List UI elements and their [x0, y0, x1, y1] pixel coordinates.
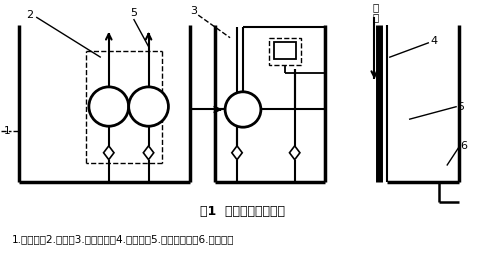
Text: 5: 5: [130, 8, 137, 18]
Text: 5: 5: [456, 102, 463, 111]
Text: 3: 3: [189, 6, 197, 16]
Circle shape: [89, 87, 128, 126]
Circle shape: [128, 87, 168, 126]
Polygon shape: [231, 146, 242, 160]
Text: 1.主油箱；2.泵组；3.过滤系统；4.回油管；5.隔板与滤网；6.辅助油箱: 1.主油箱；2.泵组；3.过滤系统；4.回油管；5.隔板与滤网；6.辅助油箱: [11, 234, 233, 244]
Polygon shape: [289, 146, 299, 160]
Circle shape: [225, 92, 260, 127]
Text: 图1  主、辅油箱示意图: 图1 主、辅油箱示意图: [199, 205, 284, 218]
Text: 1: 1: [4, 126, 10, 136]
Text: 2: 2: [26, 10, 33, 20]
Text: 回: 回: [371, 2, 378, 12]
Text: 4: 4: [429, 36, 437, 46]
Text: 6: 6: [459, 141, 466, 151]
Bar: [273, 42, 295, 59]
Polygon shape: [104, 146, 114, 160]
Bar: [268, 38, 300, 65]
Polygon shape: [143, 146, 153, 160]
Text: 油: 油: [371, 12, 378, 22]
